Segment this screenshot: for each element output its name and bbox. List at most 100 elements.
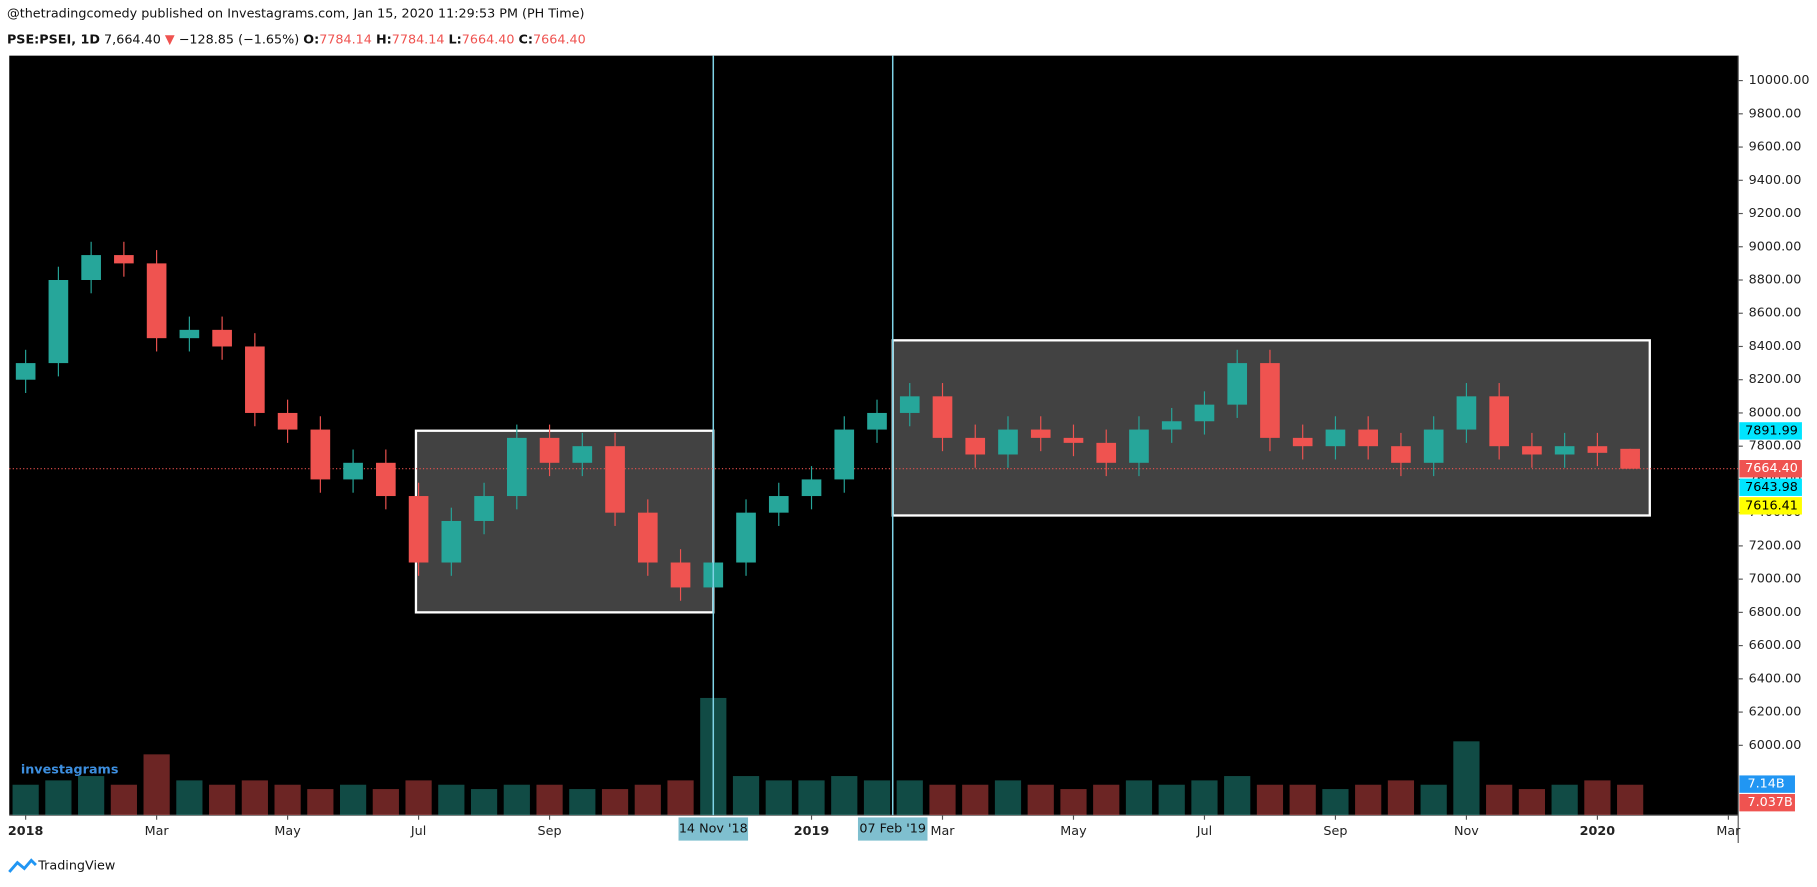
y-tick-label: 8400.00 xyxy=(1749,339,1802,354)
tradingview-icon xyxy=(8,858,37,873)
volume-bar xyxy=(896,780,923,816)
candle-body xyxy=(376,462,396,497)
o-label: O: xyxy=(303,32,319,47)
o-value: 7784.14 xyxy=(319,32,372,47)
volume-bar xyxy=(798,780,825,816)
x-tick-label: Mar xyxy=(930,824,955,839)
candle-body xyxy=(441,520,462,563)
volume-bar xyxy=(863,780,891,816)
price-label-bg xyxy=(1739,460,1802,478)
candle-body xyxy=(114,255,134,264)
volume-bar xyxy=(1355,784,1382,816)
volume-bar xyxy=(994,780,1022,816)
candle-body xyxy=(932,396,953,438)
y-tick-label: 9200.00 xyxy=(1749,206,1802,221)
candle-body xyxy=(965,437,986,455)
candle-body xyxy=(212,329,232,347)
c-label: C: xyxy=(519,32,533,47)
marker-label: 07 Feb '19 xyxy=(859,822,926,837)
h-value: 7784.14 xyxy=(392,32,445,47)
candle-body xyxy=(408,496,429,563)
candle-body xyxy=(1063,437,1084,443)
volume-bar xyxy=(405,780,432,816)
c-value: 7664.40 xyxy=(533,32,586,47)
footer-brand: TradingView xyxy=(37,859,115,874)
price-label-bg xyxy=(1739,497,1802,515)
symbol: PSE:PSEI, 1D xyxy=(7,32,100,47)
volume-bar xyxy=(1191,780,1218,816)
volume-bar xyxy=(1453,741,1480,816)
y-tick-label: 8200.00 xyxy=(1749,372,1802,387)
volume-label-bg xyxy=(1739,793,1795,812)
volume-bar xyxy=(1158,784,1185,816)
volume-bar xyxy=(176,780,203,816)
candle-body xyxy=(768,496,789,513)
y-tick-label: 6400.00 xyxy=(1749,671,1802,686)
x-tick-label: 2019 xyxy=(794,824,830,839)
candle-body xyxy=(736,512,756,563)
volume-bar xyxy=(1387,780,1415,816)
volume-bar xyxy=(12,784,39,816)
y-tick-label: 9600.00 xyxy=(1749,140,1802,155)
volume-bar xyxy=(634,784,661,816)
volume-label: 7.037B xyxy=(1747,795,1792,810)
candle-body xyxy=(1489,396,1509,447)
volume-bar xyxy=(339,784,367,816)
candle-body xyxy=(637,512,658,563)
candle-body xyxy=(834,429,855,480)
volume-bar xyxy=(274,784,301,816)
volume-bar xyxy=(831,776,858,816)
candle-body xyxy=(605,446,625,513)
volume-bar xyxy=(307,789,334,816)
candle-body xyxy=(277,412,298,430)
last-price: 7,664.40 xyxy=(104,32,161,47)
candle-body xyxy=(506,437,527,497)
volume-bar xyxy=(1224,776,1251,816)
price-label-bg xyxy=(1739,478,1802,496)
volume-bar xyxy=(962,784,989,816)
candle-body xyxy=(179,329,200,339)
volume-bar xyxy=(732,776,760,816)
plot-layer xyxy=(9,55,1739,816)
y-tick-label: 6800.00 xyxy=(1749,605,1802,620)
volume-bar xyxy=(929,784,956,816)
l-value: 7664.40 xyxy=(462,32,515,47)
volume-bar xyxy=(1289,784,1316,816)
volume-bar xyxy=(1617,784,1644,816)
candle-body xyxy=(310,429,331,480)
candle-body xyxy=(899,396,920,413)
y-tick-label: 8000.00 xyxy=(1749,405,1802,420)
candle-body xyxy=(670,562,691,588)
x-tick-label: 2018 xyxy=(8,824,44,839)
volume-bar xyxy=(536,784,563,816)
price-label: 7664.40 xyxy=(1745,461,1798,476)
candle-body xyxy=(1325,429,1346,447)
candle-body xyxy=(1227,363,1248,405)
change: −128.85 (−1.65%) xyxy=(179,32,299,47)
candle-body xyxy=(474,496,494,521)
y-tick-label: 6600.00 xyxy=(1749,638,1802,653)
candle-body xyxy=(1522,446,1542,455)
y-tick-label: 7200.00 xyxy=(1749,538,1802,553)
volume-bar xyxy=(1125,780,1153,816)
candle-body xyxy=(1161,421,1182,430)
volume-bar xyxy=(45,780,72,816)
candle-body xyxy=(48,280,69,364)
marker-label-bg xyxy=(678,817,749,841)
volume-label: 7.14B xyxy=(1747,777,1784,792)
x-tick-label: Jul xyxy=(410,824,426,839)
volume-bar xyxy=(765,780,792,816)
y-tick-label: 9400.00 xyxy=(1749,173,1802,188)
candle-body xyxy=(1260,363,1280,438)
candle-body xyxy=(572,446,593,463)
volume-bar xyxy=(569,789,596,816)
candle-body xyxy=(1620,448,1640,469)
x-tick-label: 2020 xyxy=(1580,824,1616,839)
candle-body xyxy=(245,346,265,413)
candle-body xyxy=(1391,446,1411,463)
candle-body xyxy=(998,429,1018,455)
volume-bar xyxy=(1420,784,1447,816)
y-tick-label: 9800.00 xyxy=(1749,106,1802,121)
volume-bar xyxy=(1551,784,1578,816)
h-label: H: xyxy=(376,32,392,47)
